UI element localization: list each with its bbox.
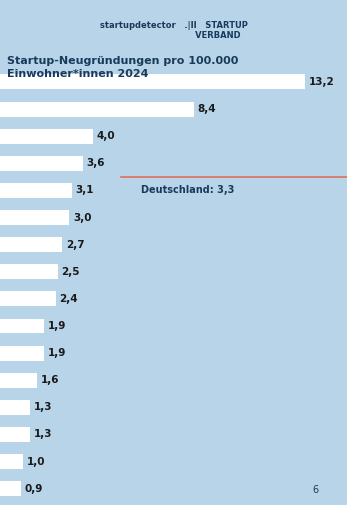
Text: 8,4: 8,4 <box>198 104 217 114</box>
Bar <box>0 129 93 143</box>
Bar <box>0 345 44 361</box>
Text: 0,9: 0,9 <box>24 484 43 494</box>
Text: 1,9: 1,9 <box>48 321 66 331</box>
Text: Startup-Neugründungen pro 100.000
Einwohner*innen 2024: Startup-Neugründungen pro 100.000 Einwoh… <box>7 56 238 79</box>
Text: 3,6: 3,6 <box>87 158 105 168</box>
Text: 1,3: 1,3 <box>34 402 52 413</box>
Text: 3,0: 3,0 <box>73 213 91 223</box>
Bar <box>0 373 37 388</box>
Text: 1,6: 1,6 <box>41 375 59 385</box>
Text: 2,4: 2,4 <box>59 294 78 304</box>
Text: 13,2: 13,2 <box>309 77 335 87</box>
Bar <box>0 102 194 117</box>
Bar <box>0 156 83 171</box>
Bar <box>0 210 69 225</box>
Text: 6: 6 <box>313 485 319 495</box>
Bar <box>0 427 30 442</box>
Text: 4,0: 4,0 <box>96 131 115 141</box>
Bar <box>0 291 56 307</box>
Bar <box>0 481 21 496</box>
Bar <box>0 74 305 89</box>
Text: 2,5: 2,5 <box>61 267 80 277</box>
Text: 1,0: 1,0 <box>27 457 45 467</box>
Text: 3,1: 3,1 <box>75 185 94 195</box>
Bar <box>0 400 30 415</box>
Bar <box>0 183 72 198</box>
Text: startupdetector   .|ll   STARTUP
                               VERBAND: startupdetector .|ll STARTUP VERBAND <box>100 21 247 40</box>
Text: 2,7: 2,7 <box>66 240 85 249</box>
Bar <box>0 237 62 252</box>
Bar <box>0 454 23 469</box>
Text: 1,9: 1,9 <box>48 348 66 358</box>
Text: Deutschland: 3,3: Deutschland: 3,3 <box>141 185 235 195</box>
Bar <box>0 319 44 333</box>
Text: 1,3: 1,3 <box>34 429 52 439</box>
Bar <box>0 264 58 279</box>
